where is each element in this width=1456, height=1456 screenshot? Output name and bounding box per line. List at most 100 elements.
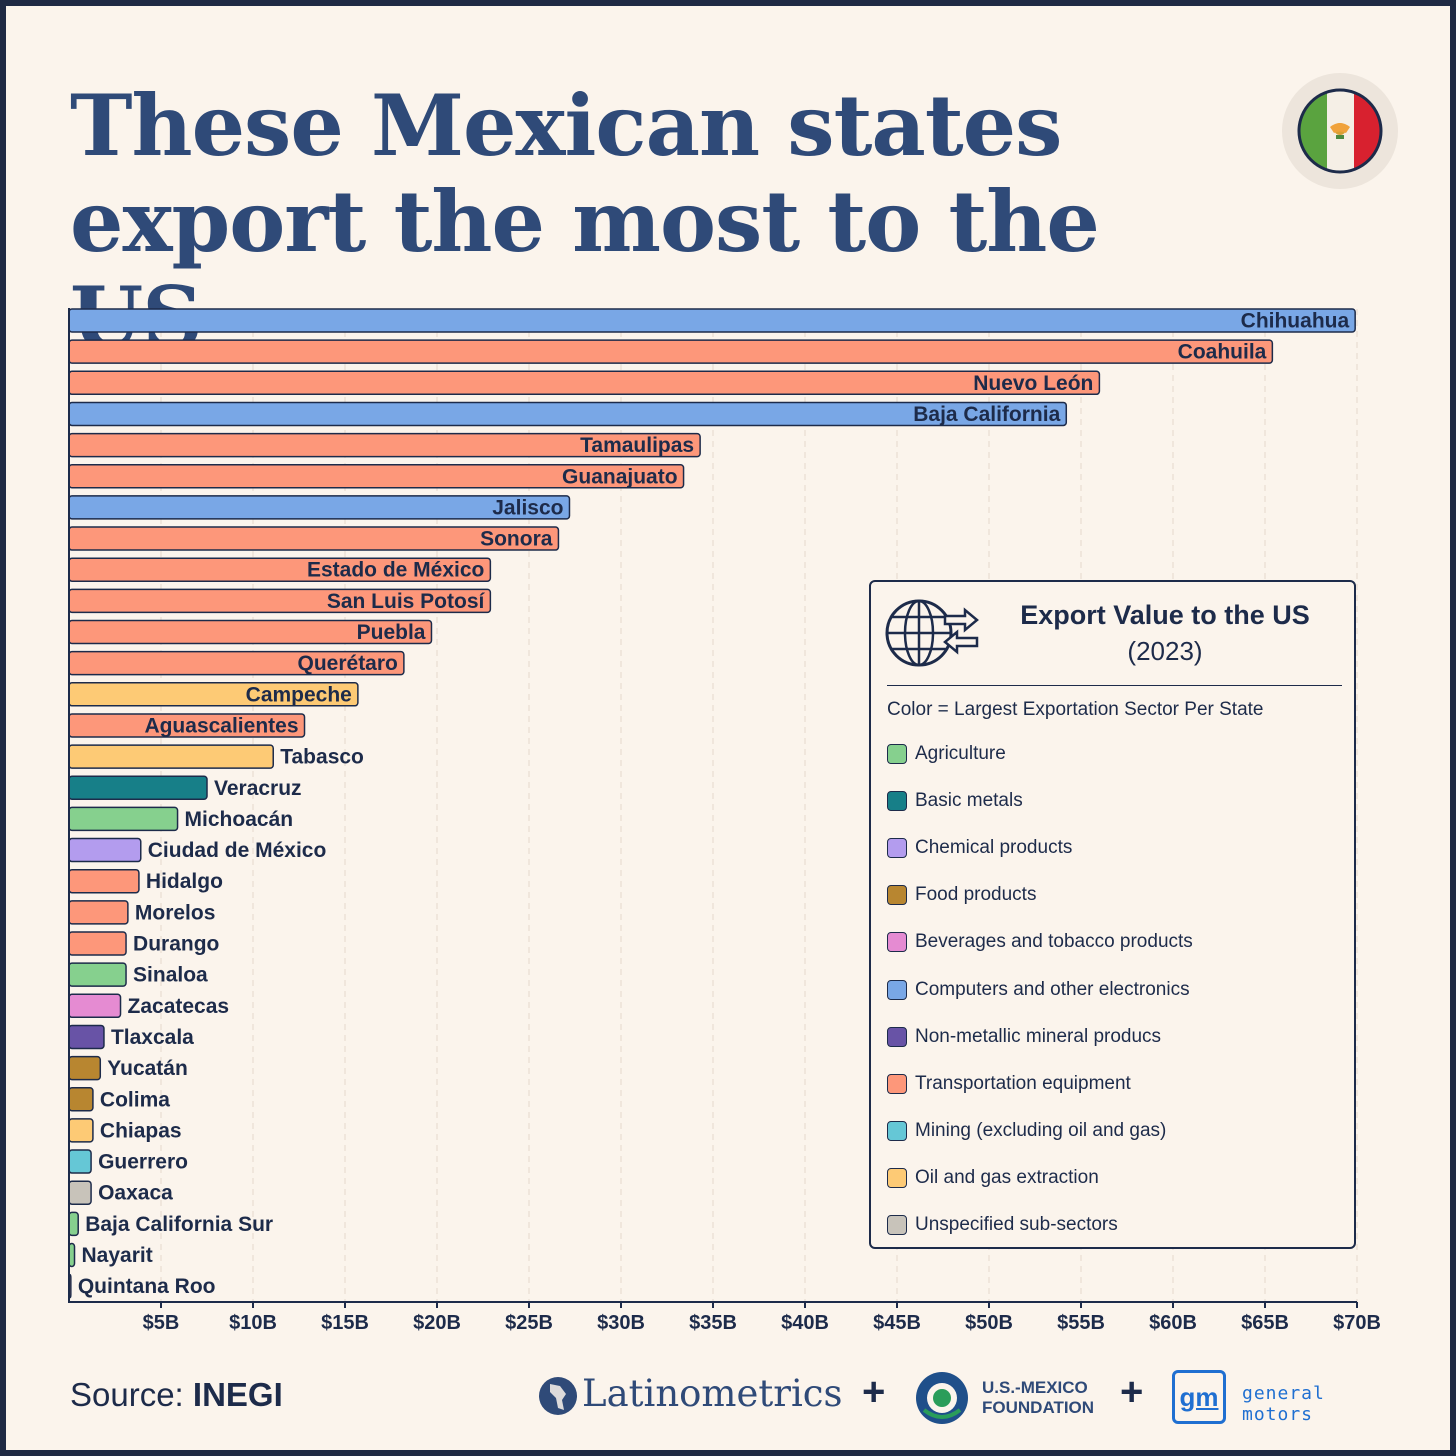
bar-label: Yucatán	[107, 1057, 188, 1080]
flag-svg	[1297, 88, 1383, 174]
bar-label: Puebla	[357, 621, 426, 644]
legend-item: Chemical products	[887, 836, 1072, 860]
bar-label: Ciudad de México	[148, 839, 327, 862]
bar-label: Chihuahua	[1241, 310, 1350, 333]
legend-swatch	[887, 1073, 907, 1094]
bar	[68, 806, 179, 832]
bar-label: Estado de México	[307, 559, 484, 582]
x-axis-ticks: $5B $10B $15B $20B $25B $30B $35B $40B $45B $50B $…	[143, 1302, 1381, 1334]
legend-swatch	[887, 932, 907, 953]
usmf-wordmark: U.S.-MEXICO FOUNDATION	[982, 1378, 1094, 1418]
legend-swatch	[887, 1215, 907, 1235]
bar-label: Quintana Roo	[78, 1275, 216, 1298]
bar	[68, 1118, 94, 1143]
legend-label: Transportation equipment	[915, 1072, 1131, 1094]
bars	[68, 308, 1356, 1299]
bar	[68, 1180, 92, 1205]
title-line-1: These Mexican states	[70, 76, 1062, 175]
legend-swatch	[887, 744, 907, 764]
legend-subtitle: (2023)	[1127, 636, 1203, 666]
x-tick-label: $10B	[229, 1312, 277, 1334]
x-tick-label: $60B	[1149, 1312, 1197, 1334]
bar	[68, 900, 129, 925]
latinometrics-wordmark: Latinometrics	[582, 1372, 843, 1415]
legend-label: Computers and other electronics	[915, 978, 1190, 1000]
legend-item: Computers and other electronics	[887, 978, 1190, 1002]
bar	[68, 308, 1356, 333]
bar-label: Zacatecas	[128, 995, 230, 1018]
bar-label: Tlaxcala	[111, 1026, 194, 1049]
bar	[68, 993, 122, 1019]
x-tick-label: $50B	[965, 1312, 1013, 1334]
bar	[68, 931, 127, 956]
globe-export-icon	[885, 598, 981, 674]
legend-note: Color = Largest Exportation Sector Per S…	[887, 699, 1264, 720]
legend-divider	[887, 685, 1342, 686]
bar-label: Sonora	[480, 528, 553, 551]
legend-swatch	[887, 838, 907, 859]
bar-label: Guerrero	[98, 1151, 188, 1174]
legend-item: Food products	[887, 883, 1036, 907]
bar	[68, 370, 1101, 396]
legend-box: Export Value to the US (2023) Color = La…	[869, 580, 1356, 1249]
bar	[68, 1055, 102, 1081]
legend-label: Food products	[915, 884, 1037, 906]
bar	[68, 775, 208, 800]
bar	[68, 868, 140, 894]
legend-item: Unspecified sub-sectors	[887, 1213, 1118, 1237]
bar-label: San Luis Potosí	[327, 590, 486, 613]
x-tick-label: $70B	[1333, 1312, 1381, 1334]
bar-label: Guanajuato	[562, 465, 678, 488]
latinometrics-logo-icon	[539, 1377, 577, 1415]
plus-sign-2: +	[1120, 1370, 1144, 1414]
bar-label: Sinaloa	[133, 964, 208, 987]
legend-swatch	[887, 1120, 907, 1141]
bar	[68, 1149, 92, 1174]
legend-swatch	[887, 885, 907, 906]
x-tick-label: $5B	[143, 1312, 180, 1334]
legend-label: Oil and gas extraction	[915, 1166, 1099, 1188]
usmf-line-1: U.S.-MEXICO	[982, 1378, 1088, 1397]
usmf-line-2: FOUNDATION	[982, 1398, 1095, 1417]
legend-label: Non-metallic mineral producs	[915, 1025, 1162, 1047]
bar-label: Tamaulipas	[580, 434, 694, 457]
legend-label: Chemical products	[915, 837, 1073, 859]
x-tick-label: $55B	[1057, 1312, 1105, 1334]
legend-swatch	[887, 1167, 907, 1188]
x-tick-label: $30B	[597, 1312, 645, 1334]
bar-label: Morelos	[135, 901, 216, 924]
source-line: Source: INEGI	[70, 1376, 283, 1414]
bar	[68, 1211, 79, 1237]
gm-mark: gm	[1179, 1381, 1219, 1412]
legend-item: Mining (excluding oil and gas)	[887, 1119, 1166, 1143]
legend-label: Beverages and tobacco products	[915, 931, 1193, 953]
source-prefix: Source:	[70, 1376, 184, 1413]
x-tick-label: $15B	[321, 1312, 369, 1334]
bar-label: Michoacán	[185, 808, 294, 831]
plus-sign-1: +	[862, 1370, 886, 1414]
bar	[68, 339, 1274, 364]
bar	[68, 962, 127, 987]
bar-label: Oaxaca	[98, 1182, 173, 1205]
bar-label: Durango	[133, 933, 219, 956]
legend-item: Beverages and tobacco products	[887, 930, 1193, 954]
bar	[68, 1024, 105, 1050]
bar-label: Colima	[100, 1088, 170, 1111]
bar-labels: Chihuahua Coahuila Nuevo León Baja Californ…	[78, 310, 1350, 1299]
legend-title: Export Value to the US	[1020, 600, 1310, 630]
bar	[68, 744, 274, 769]
legend-swatch	[887, 791, 907, 812]
sponsor-logos: Latinometrics + U.S.-MEXICO FOUNDATION +…	[538, 1366, 1398, 1430]
legend-item: Non-metallic mineral producs	[887, 1025, 1161, 1049]
bar-label: Baja California	[913, 403, 1060, 426]
gm-wordmark: general motors	[1242, 1383, 1325, 1425]
legend-item: Oil and gas extraction	[887, 1166, 1099, 1190]
bar-label: Jalisco	[492, 496, 563, 519]
x-tick-label: $65B	[1241, 1312, 1289, 1334]
x-tick-label: $25B	[505, 1312, 553, 1334]
legend-label: Unspecified sub-sectors	[915, 1214, 1118, 1235]
x-tick-label: $40B	[781, 1312, 829, 1334]
bar-label: Nayarit	[82, 1244, 153, 1267]
gm-logo-icon: gm	[1172, 1370, 1226, 1424]
